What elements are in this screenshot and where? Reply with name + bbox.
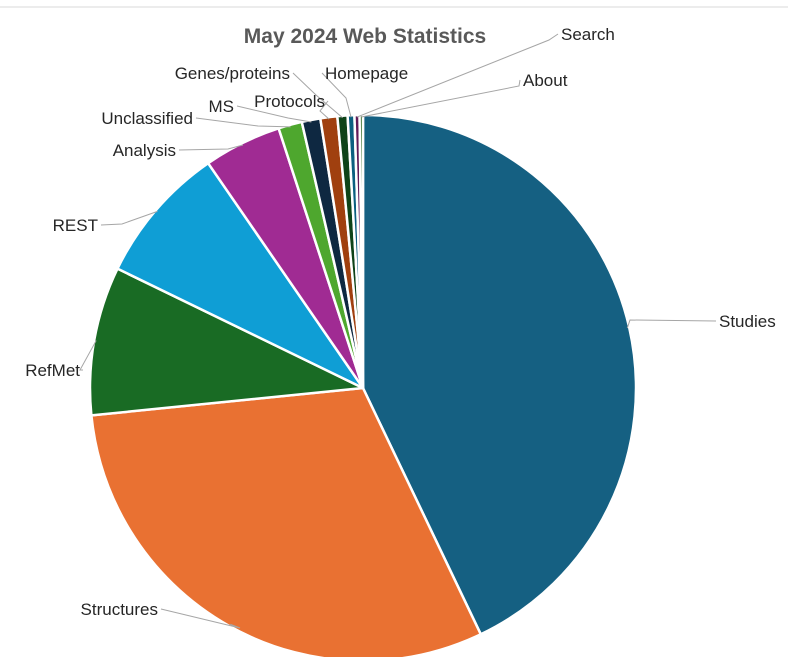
leader-line-genes-proteins bbox=[292, 72, 343, 119]
slice-label-studies: Studies bbox=[719, 312, 776, 331]
slice-label-genes-proteins: Genes/proteins bbox=[175, 64, 290, 83]
slice-label-ms: MS bbox=[209, 97, 235, 116]
leader-line-homepage bbox=[321, 72, 352, 118]
slice-label-search: Search bbox=[561, 25, 615, 44]
chart-title: May 2024 Web Statistics bbox=[244, 25, 486, 48]
slice-label-about: About bbox=[523, 71, 568, 90]
leader-line-ms bbox=[236, 105, 312, 123]
slice-label-refmet: RefMet bbox=[25, 361, 80, 380]
slice-labels-group: Studies Structures RefMet REST Analysis Uncla… bbox=[25, 25, 776, 619]
pie-slice-studies bbox=[361, 113, 638, 636]
slice-label-rest: REST bbox=[53, 216, 98, 235]
slices-group bbox=[88, 113, 638, 657]
leader-line-analysis bbox=[178, 144, 244, 151]
pie-slice-rest bbox=[116, 161, 365, 390]
slice-label-homepage: Homepage bbox=[325, 64, 408, 83]
slice-label-structures: Structures bbox=[81, 600, 158, 619]
leader-lines-group bbox=[79, 33, 717, 629]
slice-label-unclassified: Unclassified bbox=[101, 109, 193, 128]
leader-line-rest bbox=[100, 210, 158, 226]
pie-slice-structures bbox=[90, 386, 483, 657]
pie-slice-refmet bbox=[88, 267, 365, 417]
slice-label-protocols: Protocols bbox=[254, 92, 325, 111]
leader-line-about bbox=[361, 79, 521, 118]
leader-line-structures bbox=[160, 608, 241, 629]
leader-line-studies bbox=[626, 319, 717, 329]
leader-line-refmet bbox=[79, 340, 97, 371]
leader-line-protocols bbox=[319, 100, 330, 120]
slice-label-analysis: Analysis bbox=[113, 141, 176, 160]
leader-line-search bbox=[356, 33, 559, 118]
leader-line-unclassified bbox=[195, 117, 291, 128]
